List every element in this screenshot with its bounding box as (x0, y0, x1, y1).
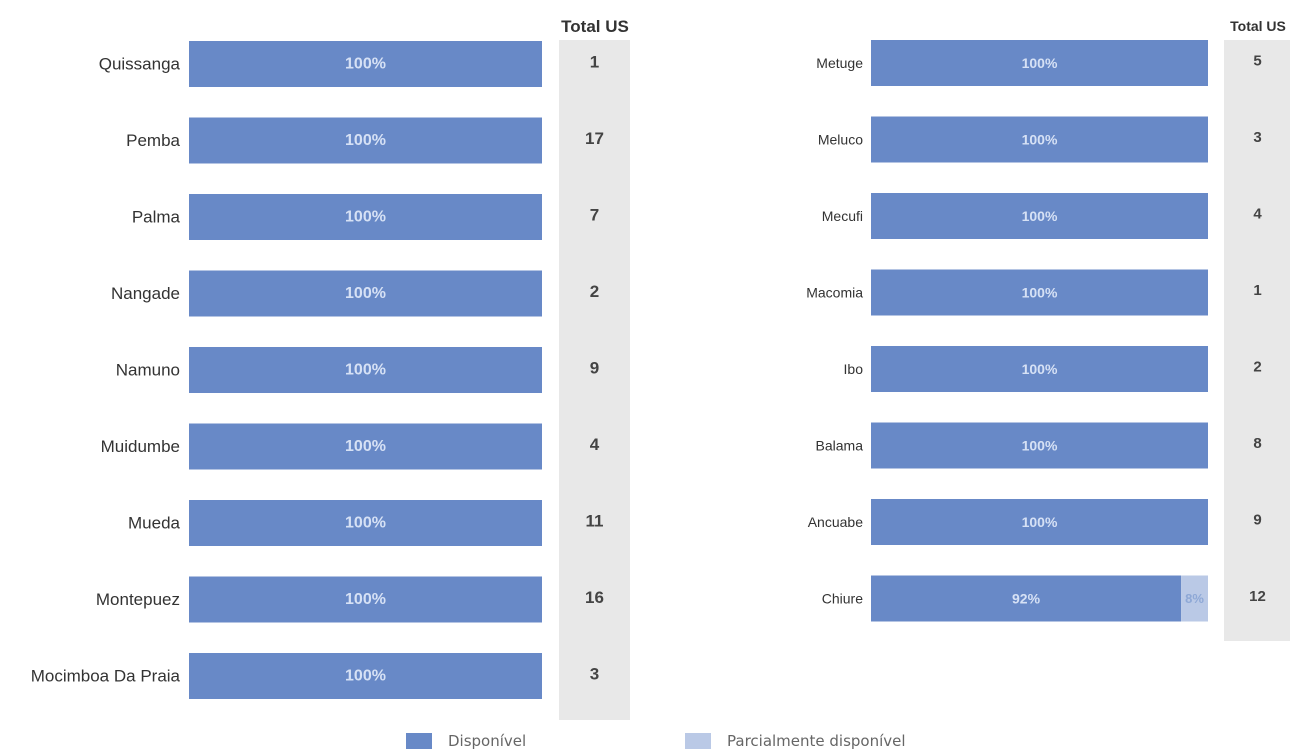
bar-available (871, 575, 1182, 622)
total-value: 1 (1253, 282, 1261, 299)
bar-label-available: 100% (345, 209, 386, 226)
category-label: Ancuabe (808, 514, 863, 530)
bar-available (189, 423, 542, 470)
category-label: Quissanga (99, 55, 181, 74)
legend-label-partial: Parcialmente disponível (727, 732, 906, 750)
category-label: Metuge (816, 55, 863, 71)
legend-swatch-available (406, 733, 432, 749)
total-value: 16 (585, 588, 604, 607)
legend-label-available: Disponível (448, 732, 527, 750)
bar-label-available: 100% (345, 285, 386, 302)
bar-label-available: 100% (1022, 285, 1058, 301)
total-column-bg (559, 40, 630, 720)
total-value: 12 (1249, 588, 1266, 605)
bar-label-partial: 8% (1185, 591, 1204, 606)
bar-label-available: 100% (345, 132, 386, 149)
total-value: 17 (585, 129, 604, 148)
legend-item-available: Disponível (406, 732, 526, 750)
bar-available (871, 499, 1208, 545)
category-label: Nangade (111, 284, 180, 303)
category-label: Ibo (844, 361, 864, 377)
bar-label-available: 100% (345, 438, 386, 455)
category-label: Muidumbe (101, 437, 180, 456)
panel-1: Total US Quissanga 100% 1 Pemba 100% 17 Palma 10… (31, 17, 630, 720)
total-value: 2 (1253, 359, 1261, 376)
bar-label-available: 100% (1022, 514, 1058, 530)
total-value: 5 (1253, 53, 1261, 70)
legend-swatch-partial (685, 733, 711, 749)
total-value: 3 (590, 665, 599, 684)
bar-label-available: 100% (1022, 361, 1058, 377)
total-header: Total US (1230, 18, 1286, 34)
total-value: 11 (586, 512, 604, 531)
bar-label-available: 100% (345, 591, 386, 608)
total-value: 4 (1253, 206, 1262, 223)
total-value: 9 (590, 359, 599, 378)
legend: Disponível Parcialmente disponível (0, 730, 1290, 751)
bar-available (189, 41, 542, 87)
total-value: 7 (590, 206, 599, 225)
bar-label-available: 100% (345, 515, 386, 532)
category-label: Meluco (818, 132, 863, 148)
bar-label-available: 100% (1022, 208, 1058, 224)
legend-item-partial: Parcialmente disponível (685, 732, 906, 750)
category-label: Namuno (116, 361, 180, 380)
bar-available (189, 194, 542, 240)
total-column-bg (1224, 40, 1290, 641)
category-label: Palma (132, 208, 181, 227)
bar-available (871, 269, 1208, 316)
bar-available (189, 347, 542, 393)
bar-label-available: 92% (1012, 591, 1041, 607)
category-label: Macomia (806, 285, 863, 301)
bar-label-available: 100% (345, 56, 386, 73)
bar-available (189, 576, 542, 623)
total-value: 9 (1253, 512, 1261, 529)
bar-available (871, 40, 1208, 86)
bar-available (189, 653, 542, 699)
bar-label-available: 100% (345, 668, 386, 685)
total-value: 4 (590, 435, 600, 454)
total-value: 8 (1253, 435, 1261, 452)
bar-label-available: 100% (1022, 438, 1058, 454)
bar-available (871, 346, 1208, 392)
category-label: Chiure (822, 591, 863, 607)
bar-label-available: 100% (1022, 132, 1058, 148)
panel-2: Total US Metuge 100% 5 Meluco 100% 3 Mecufi 100%… (806, 18, 1290, 641)
category-label: Mueda (128, 514, 181, 533)
total-value: 1 (590, 53, 599, 72)
bar-label-available: 100% (1022, 55, 1058, 71)
category-label: Mocimboa Da Praia (31, 667, 181, 686)
bar-available (189, 117, 542, 164)
bar-available (871, 422, 1208, 469)
category-label: Montepuez (96, 590, 180, 609)
bar-partial (1181, 575, 1208, 622)
category-label: Mecufi (822, 208, 863, 224)
bar-label-available: 100% (345, 362, 386, 379)
bar-available (189, 270, 542, 317)
category-label: Pemba (126, 131, 180, 150)
total-header: Total US (561, 17, 629, 36)
total-value: 2 (590, 282, 599, 301)
bar-available (189, 500, 542, 546)
bar-available (871, 193, 1208, 239)
total-value: 3 (1253, 129, 1261, 146)
category-label: Balama (816, 438, 864, 454)
bar-available (871, 116, 1208, 163)
